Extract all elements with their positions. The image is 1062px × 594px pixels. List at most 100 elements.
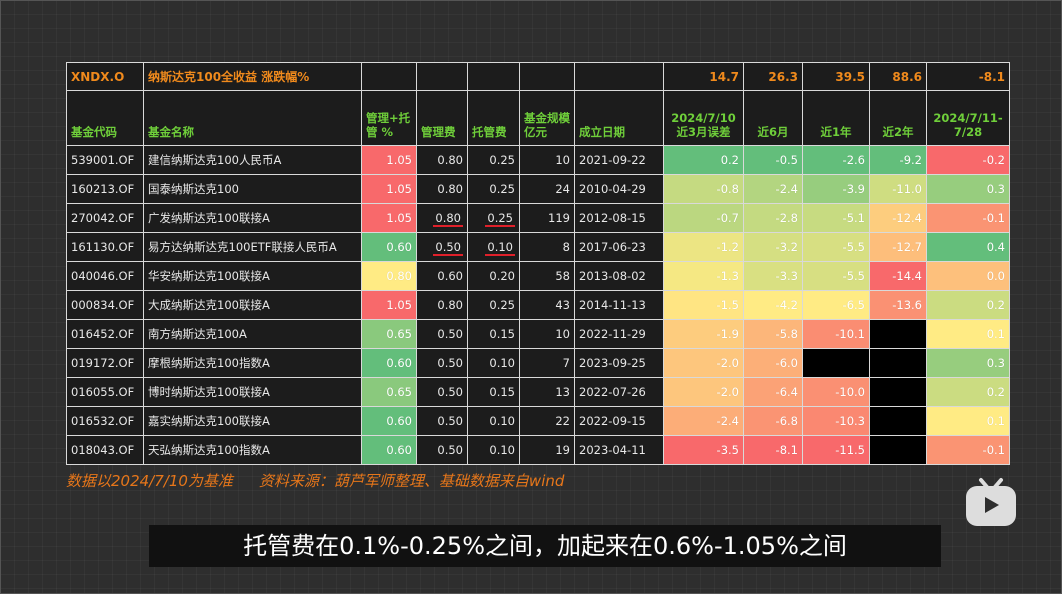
table-row: 040046.OF 华安纳斯达克100联接A 0.80 0.60 0.20 58 2013-… [66,261,1010,291]
fund-code-cell: 016532.OF [66,406,144,436]
fund-size-cell: 58 [519,261,575,291]
fund-name-cell: 建信纳斯达克100人民币A [143,145,362,175]
fund-comparison-table: XNDX.O 纳斯达克100全收益 涨跌幅% 14.7 26.3 39.5 88… [66,62,1010,465]
fund-name-cell: 国泰纳斯达克100 [143,174,362,204]
inception-date-cell: 2022-11-29 [574,319,664,349]
mgmt-fee-cell: 0.80 [416,290,468,320]
return-1y-cell: -10.3 [802,406,870,436]
return-recent-cell: 0.3 [926,348,1010,378]
fund-size-cell: 7 [519,348,575,378]
err-3m-cell: -2.0 [663,377,744,407]
return-2y-cell: -11.0 [869,174,927,204]
return-2y-cell: -9.2 [869,145,927,175]
return-2y-cell [869,348,927,378]
header-1y: 近1年 [802,90,870,146]
mgmt-fee-cell: 0.50 [416,435,468,465]
err-3m-cell: -2.4 [663,406,744,436]
return-1y-cell [802,348,870,378]
total-fee-cell: 0.60 [361,435,417,465]
return-6m-cell: -3.2 [743,232,803,262]
table-row: 016452.OF 南方纳斯达克100A 0.65 0.50 0.15 10 2022-11… [66,319,1010,349]
bilibili-tv-logo-icon [966,478,1016,526]
table-row: 016532.OF 嘉实纳斯达克100联接A 0.60 0.50 0.10 22 2022-… [66,406,1010,436]
table-row: 161130.OF 易方达纳斯达克100ETF联接人民币A 0.60 0.50 0.10… [66,232,1010,262]
header-code: 基金代码 [66,90,144,146]
fund-size-cell: 22 [519,406,575,436]
fund-size-cell: 10 [519,145,575,175]
fund-code-cell: 000834.OF [66,290,144,320]
table-row: 160213.OF 国泰纳斯达克100 1.05 0.80 0.25 24 2010-04-… [66,174,1010,204]
total-fee-cell: 0.80 [361,261,417,291]
return-recent-cell: 0.4 [926,232,1010,262]
return-1y-cell: -10.1 [802,319,870,349]
return-2y-cell: -12.7 [869,232,927,262]
fund-name-cell: 天弘纳斯达克100指数A [143,435,362,465]
fund-name-cell: 博时纳斯达克100联接A [143,377,362,407]
return-1y-cell: -6.5 [802,290,870,320]
custody-fee-cell: 0.15 [467,319,520,349]
data-note: 数据以2024/7/10为基准 资料来源：葫芦军师整理、基础数据来自wind [66,470,590,491]
err-3m-cell: 0.2 [663,145,744,175]
custody-fee-cell: 0.25 [467,145,520,175]
note-basis: 数据以2024/7/10为基准 [66,472,233,490]
header-6m: 近6月 [743,90,803,146]
inception-date-cell: 2014-11-13 [574,290,664,320]
return-recent-cell: 0.2 [926,377,1010,407]
table-row: 018043.OF 天弘纳斯达克100指数A 0.60 0.50 0.10 19 2023-… [66,435,1010,465]
table-row: 019172.OF 摩根纳斯达克100指数A 0.60 0.50 0.10 7 2023-0… [66,348,1010,378]
index-return-recent: -8.1 [926,62,1010,91]
return-recent-cell: -0.1 [926,435,1010,465]
total-fee-cell: 1.05 [361,290,417,320]
index-return-2y: 88.6 [869,62,927,91]
fund-name-cell: 嘉实纳斯达克100联接A [143,406,362,436]
total-fee-cell: 0.60 [361,232,417,262]
return-2y-cell [869,319,927,349]
inception-date-cell: 2012-08-15 [574,203,664,233]
header-row: 基金代码 基金名称 管理+托管 % 管理费 托管费 基金规模 亿元 成立日期 2… [66,90,1010,146]
return-1y-cell: -5.5 [802,261,870,291]
err-3m-cell: -1.3 [663,261,744,291]
err-3m-cell: -0.7 [663,203,744,233]
return-recent-cell: -0.2 [926,145,1010,175]
inception-date-cell: 2013-08-02 [574,261,664,291]
fund-name-cell: 易方达纳斯达克100ETF联接人民币A [143,232,362,262]
header-name: 基金名称 [143,90,362,146]
return-2y-cell: -14.4 [869,261,927,291]
custody-fee-cell: 0.20 [467,261,520,291]
return-recent-cell: 0.0 [926,261,1010,291]
return-6m-cell: -2.8 [743,203,803,233]
custody-fee-cell: 0.10 [467,232,520,262]
red-underline-mark: 0.25 [485,211,515,227]
table-row: 000834.OF 大成纳斯达克100联接A 1.05 0.80 0.25 43 2014-… [66,290,1010,320]
header-total-fee: 管理+托管 % [361,90,417,146]
return-1y-cell: -11.5 [802,435,870,465]
custody-fee-cell: 0.10 [467,406,520,436]
fund-code-cell: 016452.OF [66,319,144,349]
fund-size-cell: 8 [519,232,575,262]
custody-fee-cell: 0.10 [467,435,520,465]
header-date: 成立日期 [574,90,664,146]
header-2y: 近2年 [869,90,927,146]
index-return-1y: 39.5 [802,62,870,91]
total-fee-cell: 1.05 [361,174,417,204]
index-name: 纳斯达克100全收益 涨跌幅% [143,62,362,91]
fund-code-cell: 016055.OF [66,377,144,407]
total-fee-cell: 1.05 [361,203,417,233]
custody-fee-cell: 0.25 [467,203,520,233]
inception-date-cell: 2022-07-26 [574,377,664,407]
total-fee-cell: 0.60 [361,406,417,436]
header-size: 基金规模 亿元 [519,90,575,146]
red-underline-mark: 0.50 [433,240,463,256]
inception-date-cell: 2023-09-25 [574,348,664,378]
return-2y-cell: -12.4 [869,203,927,233]
mgmt-fee-cell: 0.80 [416,145,468,175]
inception-date-cell: 2021-09-22 [574,145,664,175]
mgmt-fee-cell: 0.50 [416,406,468,436]
fund-code-cell: 539001.OF [66,145,144,175]
inception-date-cell: 2017-06-23 [574,232,664,262]
fund-code-cell: 019172.OF [66,348,144,378]
table-row: 016055.OF 博时纳斯达克100联接A 0.65 0.50 0.15 13 2022-… [66,377,1010,407]
index-row: XNDX.O 纳斯达克100全收益 涨跌幅% 14.7 26.3 39.5 88… [66,62,1010,91]
fund-code-cell: 160213.OF [66,174,144,204]
return-6m-cell: -2.4 [743,174,803,204]
